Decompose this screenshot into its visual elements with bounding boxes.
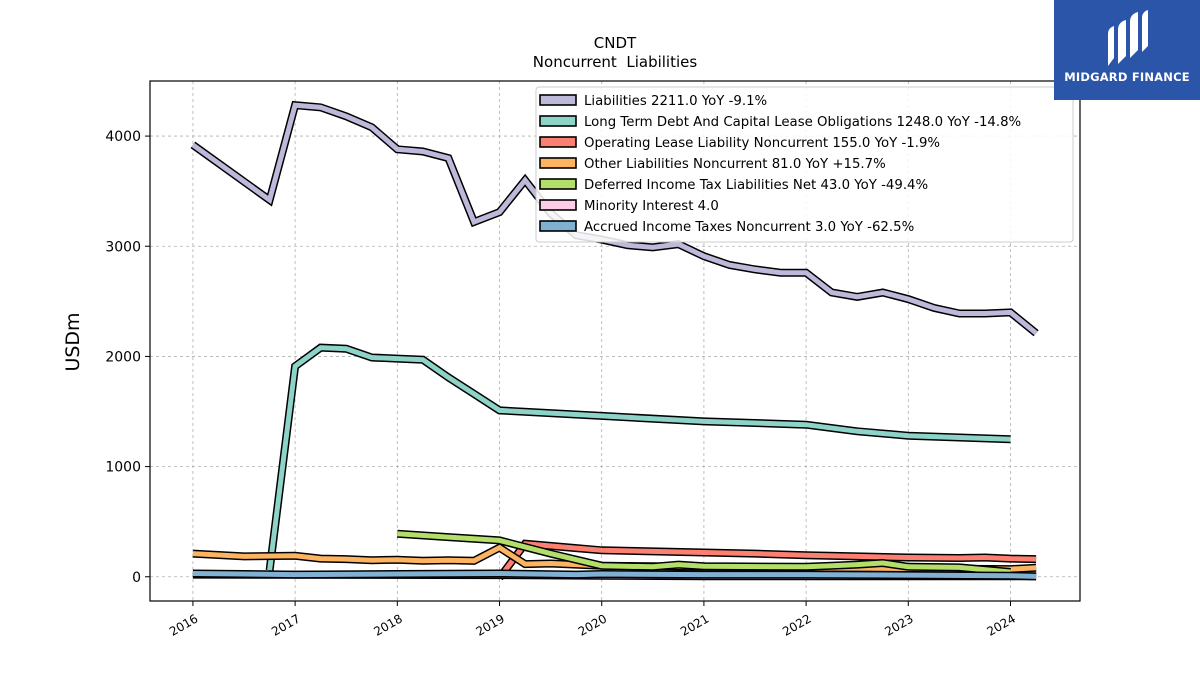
series-lines — [190, 100, 1039, 581]
brand-logo: MIDGARD FINANCE — [1054, 0, 1200, 100]
y-tick-label: 1000 — [105, 460, 141, 476]
legend-swatch — [539, 178, 577, 190]
x-tick-label: 2023 — [882, 611, 915, 638]
series-line-2 — [265, 343, 1011, 571]
x-tick-label: 2020 — [576, 611, 609, 638]
chart-title: CNDT — [594, 34, 637, 52]
x-tick-label: 2018 — [371, 611, 404, 638]
legend-label: Other Liabilities Noncurrent 81.0 YoY +1… — [584, 157, 886, 172]
legend-swatch — [539, 220, 577, 232]
x-tick-label: 2017 — [269, 611, 302, 638]
series-line-5 — [397, 529, 1011, 576]
legend-swatch — [539, 115, 577, 127]
y-tick-label: 0 — [132, 570, 141, 586]
logo-mark-icon — [1108, 10, 1148, 66]
legend-box — [535, 86, 1074, 243]
x-tick-label: 2021 — [678, 611, 711, 638]
legend-label: Accrued Income Taxes Noncurrent 3.0 YoY … — [584, 220, 914, 235]
series-outline — [265, 343, 1011, 571]
legend-label: Deferred Income Tax Liabilities Net 43.0… — [584, 178, 928, 193]
legend-label: Operating Lease Liability Noncurrent 155… — [584, 136, 940, 151]
logo-text: MIDGARD FINANCE — [1064, 70, 1190, 84]
y-tick-label: 3000 — [105, 239, 141, 255]
series-stroke — [397, 531, 1011, 575]
x-tick-label: 2022 — [780, 611, 813, 638]
series-stroke — [267, 345, 1011, 571]
legend-label: Long Term Debt And Capital Lease Obligat… — [584, 115, 1021, 130]
x-tick-label: 2019 — [474, 611, 507, 638]
legend-swatch — [539, 199, 577, 211]
series-stroke — [497, 541, 1037, 580]
y-tick-label: 4000 — [105, 129, 141, 145]
series-line-3 — [496, 539, 1037, 581]
legend-swatch — [539, 136, 577, 148]
series-line-7 — [192, 569, 1037, 581]
legend: Liabilities 2211.0 YoY -9.1% Long Term De… — [535, 86, 1074, 243]
series-stroke — [191, 102, 1038, 336]
legend-swatch — [539, 94, 577, 106]
legend-label: Liabilities 2211.0 YoY -9.1% — [584, 94, 767, 109]
chart-subtitle: Noncurrent Liabilities — [533, 53, 698, 71]
y-axis-label: USDm — [62, 312, 84, 371]
series-stroke — [192, 570, 1037, 579]
series-line-1 — [190, 100, 1039, 337]
legend-label: Minority Interest 4.0 — [584, 199, 719, 214]
y-tick-label: 2000 — [105, 349, 141, 365]
legend-swatch — [539, 157, 577, 169]
x-tick-label: 2016 — [167, 611, 200, 638]
x-tick-label: 2024 — [985, 611, 1018, 638]
plot-frame — [149, 80, 1081, 602]
